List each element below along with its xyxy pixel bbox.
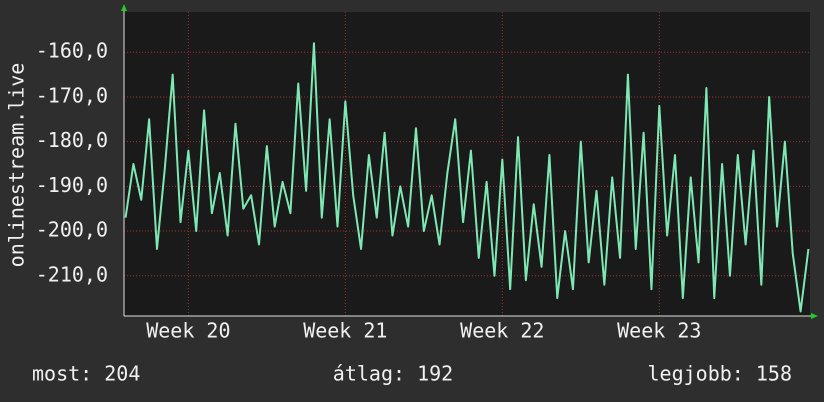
- labels: onlinestream.live most: 204 átlag: 192 l…: [5, 39, 793, 386]
- y-tick-label: -170,0: [36, 83, 108, 107]
- x-arrow: [811, 313, 818, 319]
- marks: [124, 42, 810, 313]
- footer-current: most: 204: [32, 362, 140, 386]
- x-tick-label: Week 20: [146, 319, 230, 343]
- series-line: [124, 42, 810, 313]
- y-tick-label: -210,0: [36, 262, 108, 286]
- footer-average: átlag: 192: [333, 362, 453, 386]
- x-tick-label: Week 23: [617, 319, 701, 343]
- plot-area: [124, 12, 810, 316]
- x-tick-label: Week 22: [460, 319, 544, 343]
- y-axis-label: onlinestream.live: [5, 63, 29, 268]
- y-tick-label: -190,0: [36, 173, 108, 197]
- y-tick-label: -160,0: [36, 39, 108, 63]
- y-tick-label: -180,0: [36, 128, 108, 152]
- y-arrow: [121, 4, 127, 11]
- x-tick-label: Week 21: [303, 319, 387, 343]
- footer-best: legjobb: 158: [648, 362, 793, 386]
- y-tick-label: -200,0: [36, 218, 108, 242]
